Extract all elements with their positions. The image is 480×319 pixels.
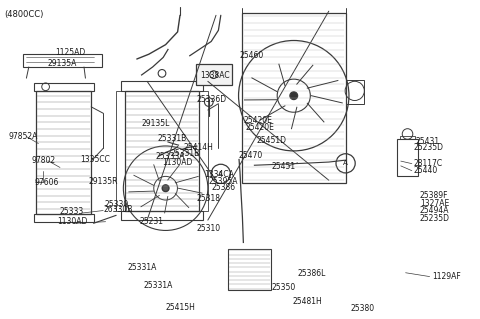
Text: 1129AF: 1129AF: [432, 272, 461, 281]
Text: 25494A: 25494A: [420, 206, 449, 215]
Bar: [125, 91, 199, 211]
Text: 25235D: 25235D: [414, 143, 444, 152]
Text: 25331A: 25331A: [144, 281, 173, 290]
Text: A: A: [343, 160, 348, 166]
Text: (4800CC): (4800CC): [4, 10, 43, 19]
Text: 29135L: 29135L: [142, 119, 170, 128]
Text: 25386: 25386: [211, 183, 235, 192]
Text: 25318: 25318: [197, 194, 221, 203]
Bar: [400, 136, 415, 139]
Text: 25386L: 25386L: [298, 269, 326, 278]
Text: 25431: 25431: [415, 137, 439, 146]
Text: 28117C: 28117C: [414, 159, 443, 168]
Text: 25380: 25380: [350, 304, 374, 313]
Text: 25310: 25310: [197, 224, 221, 233]
Text: 25235D: 25235D: [420, 214, 450, 223]
Text: 29135R: 29135R: [89, 177, 118, 186]
Circle shape: [290, 92, 298, 100]
Text: 1334CA: 1334CA: [204, 170, 234, 179]
Bar: [121, 211, 203, 220]
Bar: [116, 91, 125, 211]
Text: 25331B: 25331B: [157, 134, 187, 143]
Text: 97852A: 97852A: [9, 132, 38, 141]
Bar: [23, 54, 102, 67]
Text: 25350: 25350: [271, 283, 296, 292]
Text: 25331B: 25331B: [170, 149, 200, 158]
Bar: [346, 80, 364, 104]
Text: 25415H: 25415H: [165, 303, 195, 312]
Text: 25330: 25330: [105, 200, 129, 209]
Text: 25331A: 25331A: [127, 263, 156, 271]
Text: 25389F: 25389F: [420, 191, 448, 200]
Text: 25481H: 25481H: [293, 297, 323, 306]
Text: 1130AD: 1130AD: [162, 158, 192, 167]
Bar: [34, 214, 94, 222]
Text: 25420E: 25420E: [246, 123, 275, 132]
Text: 1125AD: 1125AD: [55, 48, 85, 57]
Text: 25231: 25231: [139, 217, 163, 226]
Text: A: A: [218, 171, 223, 177]
Text: 25460: 25460: [239, 51, 264, 60]
Text: 25414H: 25414H: [183, 143, 213, 152]
Bar: [36, 91, 91, 214]
Text: 1338AC: 1338AC: [201, 71, 230, 80]
Text: 25333A: 25333A: [156, 152, 185, 161]
Bar: [397, 139, 418, 176]
Text: 25333: 25333: [60, 207, 84, 216]
Text: 25451: 25451: [271, 162, 295, 171]
Bar: [121, 81, 203, 91]
Bar: [228, 249, 271, 290]
Text: 25336D: 25336D: [197, 95, 227, 104]
Text: 25470: 25470: [239, 152, 263, 160]
Bar: [196, 64, 232, 85]
Text: 25395A: 25395A: [209, 177, 238, 186]
Text: 29135A: 29135A: [48, 59, 77, 68]
Bar: [242, 13, 346, 183]
Text: 25420E: 25420E: [244, 116, 273, 125]
Text: 97606: 97606: [35, 178, 59, 187]
Bar: [34, 83, 94, 91]
Bar: [199, 91, 208, 211]
Text: 25440: 25440: [414, 166, 438, 175]
Text: 97802: 97802: [31, 156, 55, 165]
Text: 1335CC: 1335CC: [81, 155, 110, 164]
Text: 1130AD: 1130AD: [58, 217, 88, 226]
Text: 25451D: 25451D: [257, 136, 287, 145]
Text: 1327AE: 1327AE: [420, 199, 449, 208]
Circle shape: [162, 185, 169, 192]
Text: 26330B: 26330B: [103, 205, 132, 214]
